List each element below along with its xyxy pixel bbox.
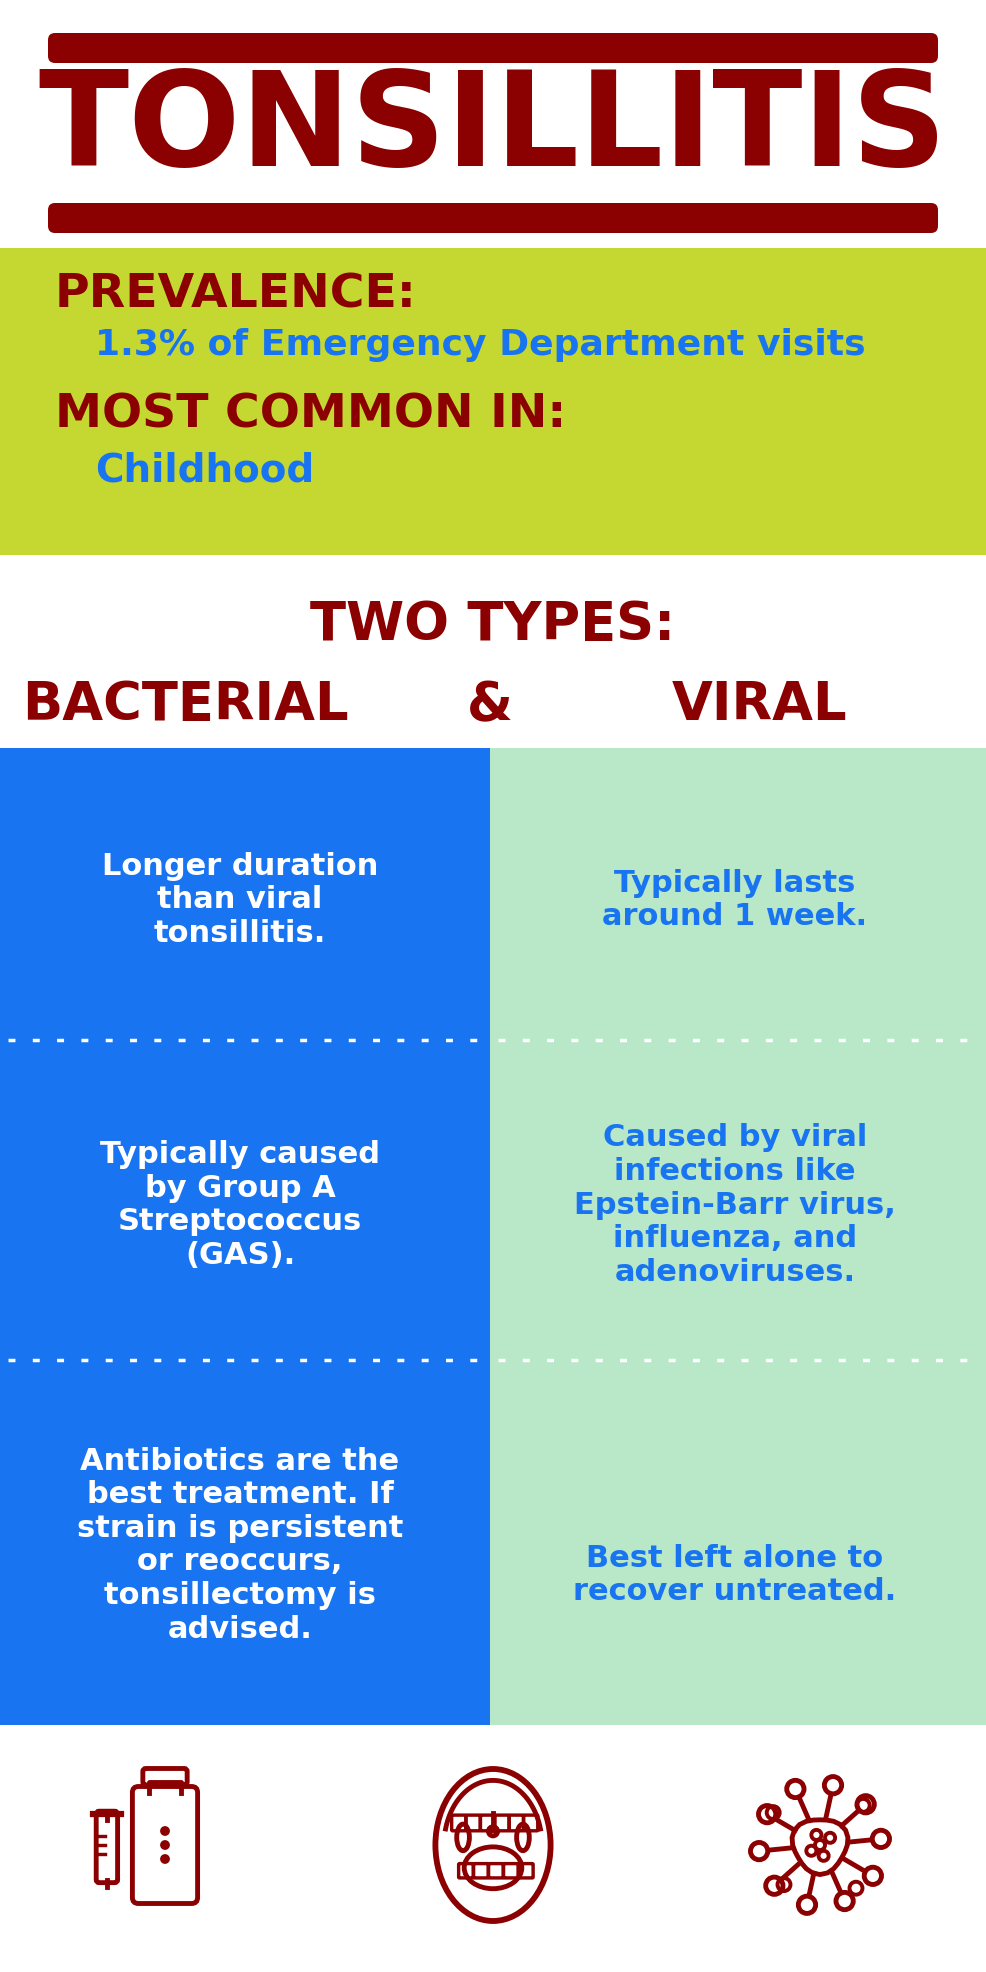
Text: Childhood: Childhood — [95, 452, 315, 489]
Circle shape — [160, 1840, 170, 1850]
Text: Longer duration
than viral
tonsillitis.: Longer duration than viral tonsillitis. — [102, 852, 379, 949]
FancyBboxPatch shape — [48, 203, 938, 233]
Text: Typically caused
by Group A
Streptococcus
(GAS).: Typically caused by Group A Streptococcu… — [100, 1140, 380, 1270]
Text: VIRAL: VIRAL — [672, 678, 848, 732]
Text: PREVALENCE:: PREVALENCE: — [55, 272, 417, 317]
Text: &: & — [467, 678, 513, 732]
Bar — [490, 747, 986, 1726]
Circle shape — [160, 1826, 170, 1836]
Text: Antibiotics are the
best treatment. If
strain is persistent
or reoccurs,
tonsill: Antibiotics are the best treatment. If s… — [77, 1447, 403, 1643]
Circle shape — [160, 1854, 170, 1864]
Bar — [0, 747, 490, 1726]
FancyBboxPatch shape — [48, 34, 938, 63]
Text: TONSILLITIS: TONSILLITIS — [38, 67, 948, 193]
Text: Caused by viral
infections like
Epstein-Barr virus,
influenza, and
adenoviruses.: Caused by viral infections like Epstein-… — [574, 1124, 896, 1286]
Text: MOST COMMON IN:: MOST COMMON IN: — [55, 392, 566, 438]
Bar — [0, 248, 986, 554]
Text: BACTERIAL: BACTERIAL — [22, 678, 348, 732]
Text: 1.3% of Emergency Department visits: 1.3% of Emergency Department visits — [95, 327, 866, 363]
Text: Typically lasts
around 1 week.: Typically lasts around 1 week. — [602, 870, 868, 931]
Text: TWO TYPES:: TWO TYPES: — [311, 599, 675, 651]
Text: Best left alone to
recover untreated.: Best left alone to recover untreated. — [574, 1544, 896, 1607]
